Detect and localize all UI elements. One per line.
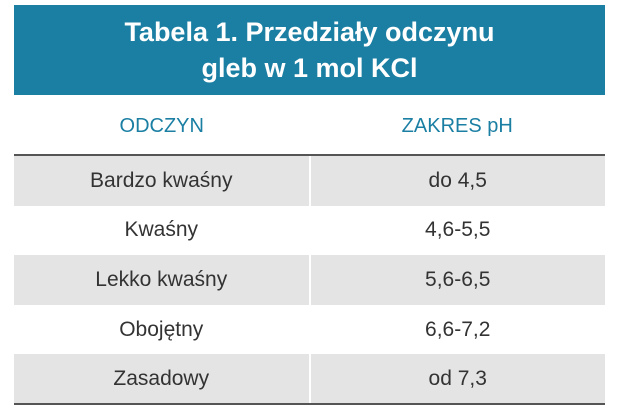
table-cell: do 4,5 xyxy=(428,168,487,192)
table-row: Kwaśny 4,6-5,5 xyxy=(14,205,605,256)
table-cell: 6,6-7,2 xyxy=(425,317,491,341)
table-cell: 4,6-5,5 xyxy=(425,218,491,242)
table-cell: Obojętny xyxy=(14,304,311,355)
table-cell: 5,6-6,5 xyxy=(425,267,491,291)
table-cell: Kwaśny xyxy=(14,205,311,256)
table-header: ODCZYN ZAKRES pH xyxy=(14,98,605,156)
table-cell: Lekko kwaśny xyxy=(14,255,311,305)
table-row: Obojętny 6,6-7,2 xyxy=(14,304,605,355)
table-cell: od 7,3 xyxy=(428,367,487,391)
table-row: Bardzo kwaśny do 4,5 xyxy=(14,156,605,206)
table-cell: Bardzo kwaśny xyxy=(14,156,311,206)
column-header: ZAKRES pH xyxy=(401,114,513,137)
table-cell: Zasadowy xyxy=(14,354,311,404)
column-header: ODCZYN xyxy=(119,114,204,137)
table-row: Lekko kwaśny 5,6-6,5 xyxy=(14,255,605,305)
table-row: Zasadowy od 7,3 xyxy=(14,354,605,404)
title-bar: Tabela 1. Przedziały odczynu gleb w 1 mo… xyxy=(14,5,605,95)
table-body: Bardzo kwaśny do 4,5 Kwaśny 4,6-5,5 Lekko kw… xyxy=(14,156,605,404)
bottom-rule xyxy=(14,403,605,405)
title-line: gleb w 1 mol KCl xyxy=(201,53,418,83)
title-line: Tabela 1. Przedziały odczynu xyxy=(124,17,495,47)
